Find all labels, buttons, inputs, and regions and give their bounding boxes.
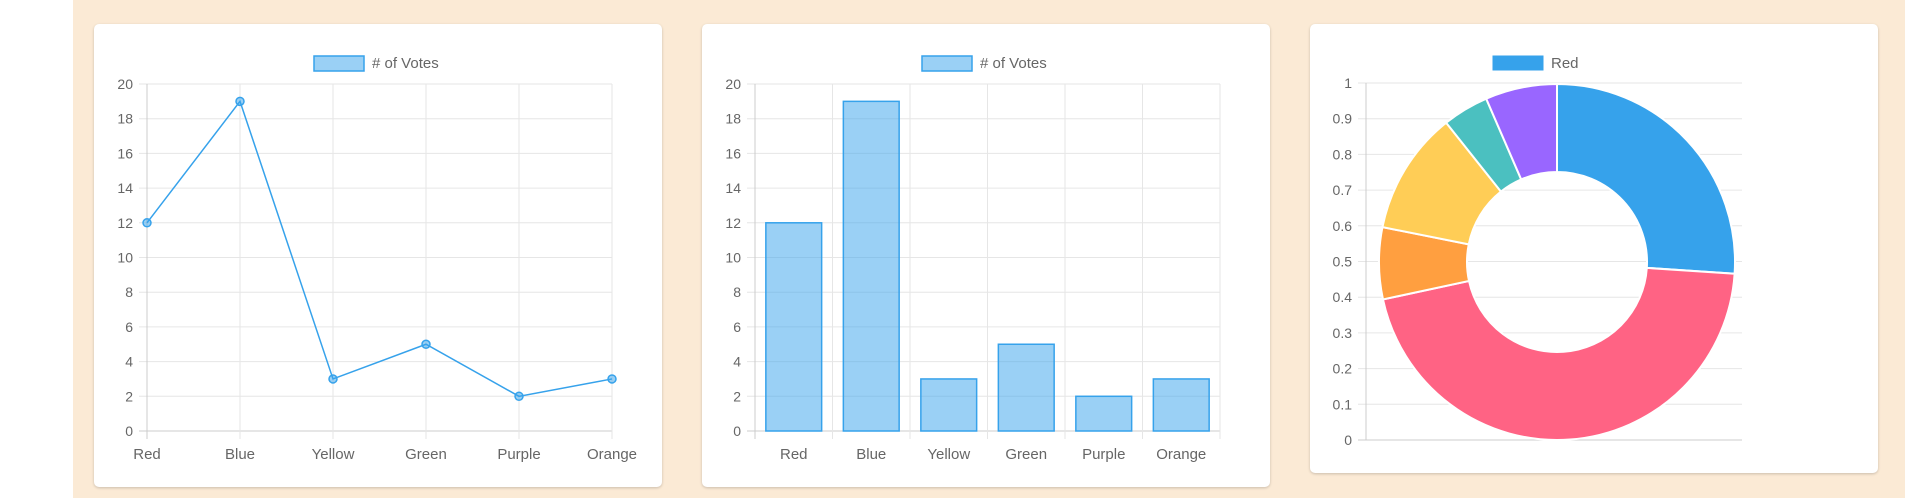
legend-swatch bbox=[921, 55, 973, 72]
legend: # of Votes bbox=[921, 55, 1047, 72]
y-tick-label: 0.1 bbox=[1333, 396, 1353, 412]
x-tick-label: Yellow bbox=[312, 446, 355, 463]
y-tick-label: 0 bbox=[1344, 432, 1352, 448]
data-point bbox=[235, 96, 245, 107]
y-tick-label: 14 bbox=[117, 180, 133, 196]
bar bbox=[1075, 395, 1133, 432]
y-tick-label: 0.4 bbox=[1333, 289, 1353, 305]
y-tick-label: 0 bbox=[125, 423, 133, 439]
y-tick-label: 12 bbox=[725, 215, 741, 231]
y-tick-label: 0.9 bbox=[1333, 111, 1353, 127]
y-tick-label: 6 bbox=[733, 319, 741, 335]
y-tick-label: 8 bbox=[125, 284, 133, 300]
x-tick-label: Orange bbox=[1156, 446, 1206, 463]
y-tick-label: 8 bbox=[733, 284, 741, 300]
y-tick-label: 0.5 bbox=[1333, 254, 1353, 270]
x-tick-label: Green bbox=[1005, 446, 1047, 463]
x-tick-label: Orange bbox=[587, 446, 637, 463]
data-point bbox=[607, 374, 617, 384]
x-tick-label: Purple bbox=[1082, 446, 1125, 463]
y-tick-label: 0.6 bbox=[1333, 218, 1353, 234]
line-chart-card: # of Votes 0 2 4 6 8 10 12 14 16 18 20 Red Blue Yellow… bbox=[94, 24, 662, 487]
y-tick-label: 0 bbox=[733, 423, 741, 439]
series-line bbox=[146, 99, 613, 398]
bar bbox=[997, 343, 1055, 432]
bar bbox=[920, 378, 978, 432]
legend-label: Red bbox=[1551, 55, 1579, 72]
y-tick-label: 16 bbox=[725, 145, 741, 161]
legend: # of Votes bbox=[313, 55, 439, 72]
y-tick-label: 4 bbox=[733, 354, 741, 370]
bar-chart: # of Votes 0 2 4 6 8 10 12 14 16 18 20 Red Blue Yellow… bbox=[725, 55, 1221, 463]
x-tick-label: Purple bbox=[497, 446, 540, 463]
legend-label: # of Votes bbox=[980, 55, 1047, 72]
y-tick-label: 2 bbox=[125, 388, 133, 404]
x-tick-label: Blue bbox=[856, 446, 886, 463]
x-tick-label: Blue bbox=[225, 446, 255, 463]
y-tick-label: 1 bbox=[1344, 75, 1352, 91]
y-tick-label: 4 bbox=[125, 354, 133, 370]
bar bbox=[1152, 378, 1210, 432]
bar-chart-card: # of Votes 0 2 4 6 8 10 12 14 16 18 20 Red Blue Yellow… bbox=[702, 24, 1270, 487]
data-point bbox=[328, 374, 338, 384]
x-tick-label: Green bbox=[405, 446, 447, 463]
legend: Red bbox=[1492, 55, 1579, 72]
line-chart: # of Votes 0 2 4 6 8 10 12 14 16 18 20 Red Blue Yellow… bbox=[117, 55, 637, 463]
legend-swatch bbox=[313, 55, 365, 72]
gridlines bbox=[747, 83, 1221, 439]
doughnut-slice bbox=[1381, 266, 1736, 442]
y-tick-label: 10 bbox=[117, 250, 133, 266]
y-tick-label: 16 bbox=[117, 145, 133, 161]
y-tick-label: 12 bbox=[117, 215, 133, 231]
doughnut-slice bbox=[1484, 82, 1558, 181]
doughnut-chart-card: Red 0 0.1 0.2 0.3 0.4 0.5 0.6 0.7 0.8 0.9 1 bbox=[1310, 24, 1878, 473]
y-tick-label: 20 bbox=[725, 76, 741, 92]
legend-label: # of Votes bbox=[372, 55, 439, 72]
doughnut-chart: Red 0 0.1 0.2 0.3 0.4 0.5 0.6 0.7 0.8 0.9 1 bbox=[1333, 55, 1742, 448]
x-tick-label: Yellow bbox=[927, 446, 970, 463]
x-tick-label: Red bbox=[780, 446, 808, 463]
data-point bbox=[421, 339, 431, 349]
gridlines bbox=[139, 83, 613, 439]
y-tick-label: 20 bbox=[117, 76, 133, 92]
bar bbox=[842, 100, 900, 432]
bar bbox=[765, 222, 823, 432]
y-tick-label: 0.8 bbox=[1333, 146, 1353, 162]
y-tick-label: 6 bbox=[125, 319, 133, 335]
doughnut-slice bbox=[1556, 82, 1737, 275]
y-tick-label: 14 bbox=[725, 180, 741, 196]
y-tick-label: 2 bbox=[733, 388, 741, 404]
y-tick-label: 0.2 bbox=[1333, 361, 1353, 377]
y-tick-label: 0.7 bbox=[1333, 182, 1353, 198]
y-tick-label: 10 bbox=[725, 250, 741, 266]
data-point bbox=[514, 391, 524, 402]
legend-swatch bbox=[1492, 55, 1544, 71]
y-tick-label: 18 bbox=[725, 111, 741, 127]
y-tick-label: 18 bbox=[117, 111, 133, 127]
dashboard-background: # of Votes 0 2 4 6 8 10 12 14 16 18 20 Red Blue Yellow… bbox=[73, 0, 1905, 498]
data-point bbox=[142, 218, 152, 228]
y-tick-label: 0.3 bbox=[1333, 325, 1353, 341]
x-tick-label: Red bbox=[133, 446, 161, 463]
